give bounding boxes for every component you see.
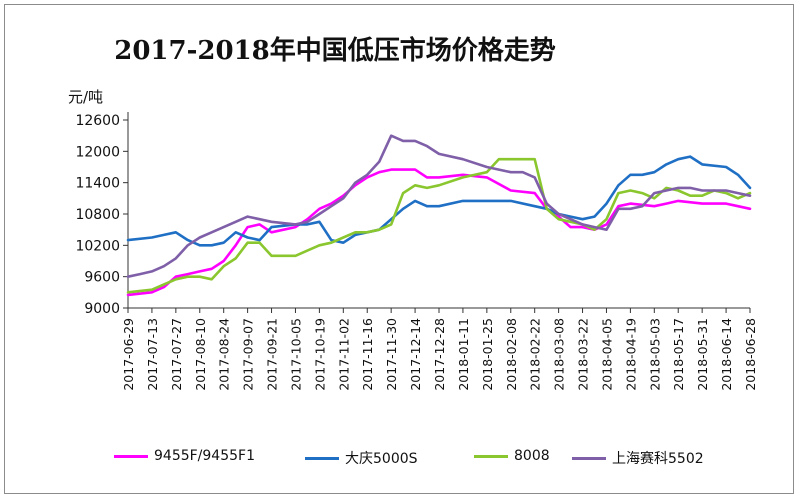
x-tick-label: 2017-12-28 bbox=[432, 318, 447, 391]
legend-label-9455f: 9455F/9455F1 bbox=[154, 448, 255, 464]
x-tick-label: 2017-12-14 bbox=[408, 318, 423, 391]
y-tick-label: 10800 bbox=[75, 207, 120, 223]
x-tick-label: 2017-10-05 bbox=[288, 318, 303, 391]
legend-item-shanghai-secco-5502: 上海赛科5502 bbox=[572, 448, 704, 468]
x-tick-label: 2018-05-17 bbox=[671, 318, 686, 391]
series-line-2 bbox=[126, 155, 752, 247]
series-line-4 bbox=[126, 134, 752, 279]
x-tick-label: 2017-09-21 bbox=[265, 318, 280, 391]
y-tick-label: 10200 bbox=[75, 238, 120, 254]
legend-item-9455f: 9455F/9455F1 bbox=[114, 448, 255, 464]
legend-label-8008: 8008 bbox=[514, 448, 550, 464]
x-tick-label: 2018-01-11 bbox=[456, 318, 471, 391]
chart-title: 2017-2018年中国低压市场价格走势 bbox=[114, 36, 556, 66]
chart-frame bbox=[4, 4, 794, 494]
y-tick-label: 9000 bbox=[84, 301, 120, 317]
x-tick-label: 2018-01-25 bbox=[480, 318, 495, 391]
legend-swatch-shanghai-secco-5502 bbox=[572, 456, 606, 460]
x-tick-label: 2017-08-24 bbox=[217, 318, 232, 391]
y-tick-label: 12000 bbox=[75, 144, 120, 160]
y-tick-label: 11400 bbox=[75, 176, 120, 192]
x-tick-label: 2017-08-10 bbox=[193, 318, 208, 391]
x-tick-label: 2017-09-07 bbox=[241, 318, 256, 391]
legend-label-daqing-5000s: 大庆5000S bbox=[345, 451, 418, 467]
legend-swatch-8008 bbox=[474, 454, 508, 458]
legend-item-daqing-5000s: 大庆5000S bbox=[305, 448, 418, 468]
x-tick-label: 2018-05-03 bbox=[647, 318, 662, 391]
chart-legend: 9455F/9455F1 大庆5000S 8008 上海赛科5502 bbox=[114, 448, 774, 468]
x-tick-label: 2018-04-05 bbox=[599, 318, 614, 391]
x-tick-label: 2018-03-22 bbox=[576, 318, 591, 391]
y-axis-unit-label: 元/吨 bbox=[68, 88, 104, 106]
x-tick-label: 2018-03-08 bbox=[552, 318, 567, 391]
x-tick-label: 2018-04-19 bbox=[623, 318, 638, 391]
series-line-3 bbox=[126, 157, 752, 294]
y-tick-label: 12600 bbox=[75, 113, 120, 129]
x-tick-label: 2018-02-08 bbox=[504, 318, 519, 391]
x-tick-label: 2017-07-27 bbox=[169, 318, 184, 391]
x-tick-label: 2017-10-19 bbox=[312, 318, 327, 391]
y-tick-label: 9600 bbox=[84, 270, 120, 286]
x-tick-label: 2017-11-30 bbox=[384, 318, 399, 391]
x-tick-label: 2018-02-22 bbox=[528, 318, 543, 391]
legend-swatch-daqing-5000s bbox=[305, 456, 339, 460]
x-tick-label: 2018-05-31 bbox=[695, 318, 710, 391]
x-tick-label: 2017-11-02 bbox=[336, 318, 351, 391]
legend-item-8008: 8008 bbox=[474, 448, 550, 464]
x-tick-label: 2017-07-13 bbox=[145, 318, 160, 391]
x-tick-label: 2018-06-28 bbox=[743, 318, 758, 391]
series-line-1 bbox=[126, 168, 752, 297]
x-tick-label: 2018-06-14 bbox=[719, 318, 734, 391]
x-tick-label: 2017-06-29 bbox=[121, 318, 136, 391]
legend-swatch-9455f bbox=[114, 454, 148, 458]
legend-label-shanghai-secco-5502: 上海赛科5502 bbox=[612, 451, 704, 467]
x-tick-label: 2017-11-16 bbox=[360, 318, 375, 391]
